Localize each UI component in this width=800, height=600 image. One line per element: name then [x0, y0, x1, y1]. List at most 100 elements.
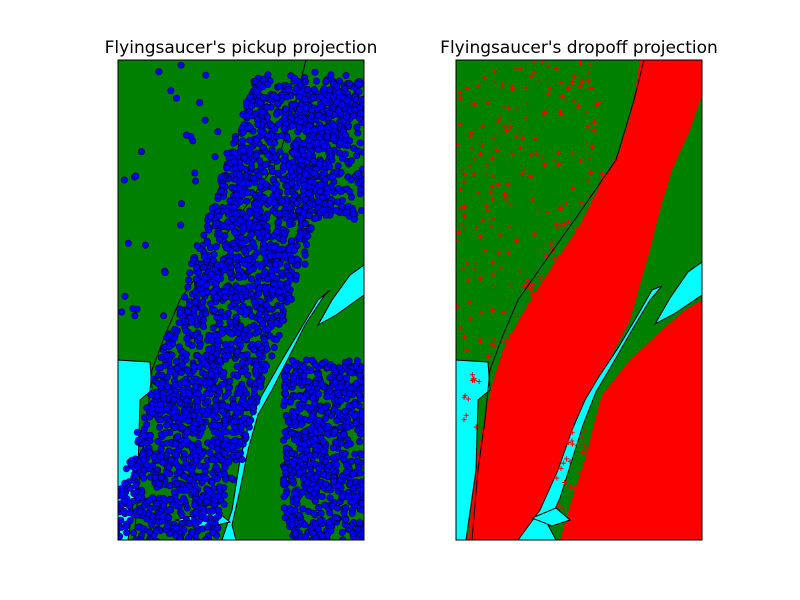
- dropoff-title: Flyingsaucer's dropoff projection: [440, 38, 718, 58]
- dropoff-point: [472, 377, 478, 383]
- dropoff-point: [636, 410, 642, 416]
- pickup-point: [186, 475, 194, 483]
- pickup-point: [327, 71, 335, 79]
- pickup-point: [257, 127, 265, 135]
- dropoff-point: [664, 483, 670, 489]
- pickup-point: [309, 529, 317, 537]
- pickup-point: [335, 364, 343, 372]
- dropoff-points: [456, 60, 702, 540]
- pickup-point: [359, 417, 364, 425]
- pickup-point: [172, 450, 180, 458]
- dropoff-point: [557, 222, 563, 228]
- pickup-point: [280, 477, 288, 485]
- pickup-point: [288, 521, 296, 529]
- pickup-point: [231, 437, 239, 445]
- pickup-point: [288, 429, 296, 437]
- pickup-point: [280, 125, 288, 133]
- dropoff-point: [639, 409, 645, 415]
- dropoff-point: [645, 501, 651, 507]
- pickup-point: [216, 314, 224, 322]
- pickup-point: [200, 231, 208, 239]
- pickup-point: [264, 71, 272, 79]
- dropoff-point: [643, 497, 649, 503]
- pickup-point: [107, 531, 113, 537]
- pickup-point: [157, 453, 165, 461]
- pickup-point: [104, 525, 110, 531]
- dropoff-point: [652, 433, 658, 439]
- pickup-point: [214, 524, 222, 532]
- pickup-point: [182, 350, 190, 358]
- pickup-point: [259, 75, 267, 83]
- pickup-point: [269, 184, 277, 192]
- dropoff-point: [590, 348, 596, 354]
- dropoff-point: [562, 299, 568, 305]
- dropoff-point: [469, 129, 475, 135]
- pickup-point: [178, 200, 186, 208]
- dropoff-point: [555, 450, 561, 456]
- dropoff-point: [653, 425, 659, 431]
- pickup-point: [295, 93, 303, 101]
- dropoff-point: [473, 424, 479, 430]
- pickup-point: [173, 502, 181, 510]
- dropoff-point: [688, 456, 694, 462]
- dropoff-point: [461, 417, 467, 423]
- dropoff-point: [503, 354, 509, 360]
- pickup-point: [157, 364, 165, 372]
- pickup-point: [330, 122, 338, 130]
- dropoff-point: [558, 79, 564, 85]
- pickup-point: [307, 178, 315, 186]
- pickup-point: [179, 496, 187, 504]
- pickup-point: [223, 207, 231, 215]
- pickup-point: [347, 521, 355, 529]
- pickup-point: [300, 440, 308, 448]
- pickup-point: [349, 470, 357, 478]
- pickup-point: [354, 170, 362, 178]
- dropoff-point: [518, 126, 524, 132]
- pickup-point: [178, 361, 186, 369]
- pickup-point: [220, 369, 228, 377]
- dropoff-point: [697, 457, 702, 463]
- pickup-point: [301, 260, 309, 268]
- pickup-point: [258, 177, 266, 185]
- dropoff-point: [666, 445, 672, 451]
- pickup-point: [190, 363, 198, 371]
- pickup-point: [317, 124, 325, 132]
- pickup-point: [183, 366, 191, 374]
- pickup-point: [330, 135, 338, 143]
- dropoff-point: [660, 486, 666, 492]
- dropoff-point: [545, 91, 551, 97]
- dropoff-point: [573, 226, 579, 232]
- pickup-point: [202, 515, 210, 523]
- dropoff-point: [489, 155, 495, 161]
- pickup-point: [186, 269, 194, 277]
- pickup-point: [354, 80, 362, 88]
- pickup-point: [356, 139, 364, 147]
- pickup-point: [121, 497, 129, 505]
- dropoff-point: [509, 86, 515, 92]
- pickup-point: [239, 137, 247, 145]
- dropoff-point: [521, 283, 527, 289]
- pickup-point: [326, 374, 334, 382]
- pickup-point: [353, 123, 361, 131]
- pickup-point: [203, 523, 211, 531]
- dropoff-point: [508, 333, 514, 339]
- pickup-point: [223, 244, 231, 252]
- dropoff-point: [528, 74, 534, 80]
- pickup-point: [166, 482, 174, 490]
- pickup-point: [210, 385, 218, 393]
- pickup-point: [322, 211, 330, 219]
- pickup-point: [200, 323, 208, 331]
- dropoff-point: [530, 282, 536, 287]
- pickup-point: [316, 517, 324, 525]
- pickup-point: [317, 181, 325, 189]
- pickup-point: [184, 417, 192, 425]
- pickup-point: [338, 101, 346, 109]
- pickup-point: [309, 394, 317, 402]
- pickup-point: [355, 88, 363, 96]
- pickup-point: [296, 469, 304, 477]
- pickup-point: [282, 105, 290, 113]
- dropoff-point: [529, 292, 535, 298]
- pickup-point: [182, 327, 190, 335]
- pickup-point: [342, 113, 350, 121]
- dropoff-point: [571, 98, 577, 104]
